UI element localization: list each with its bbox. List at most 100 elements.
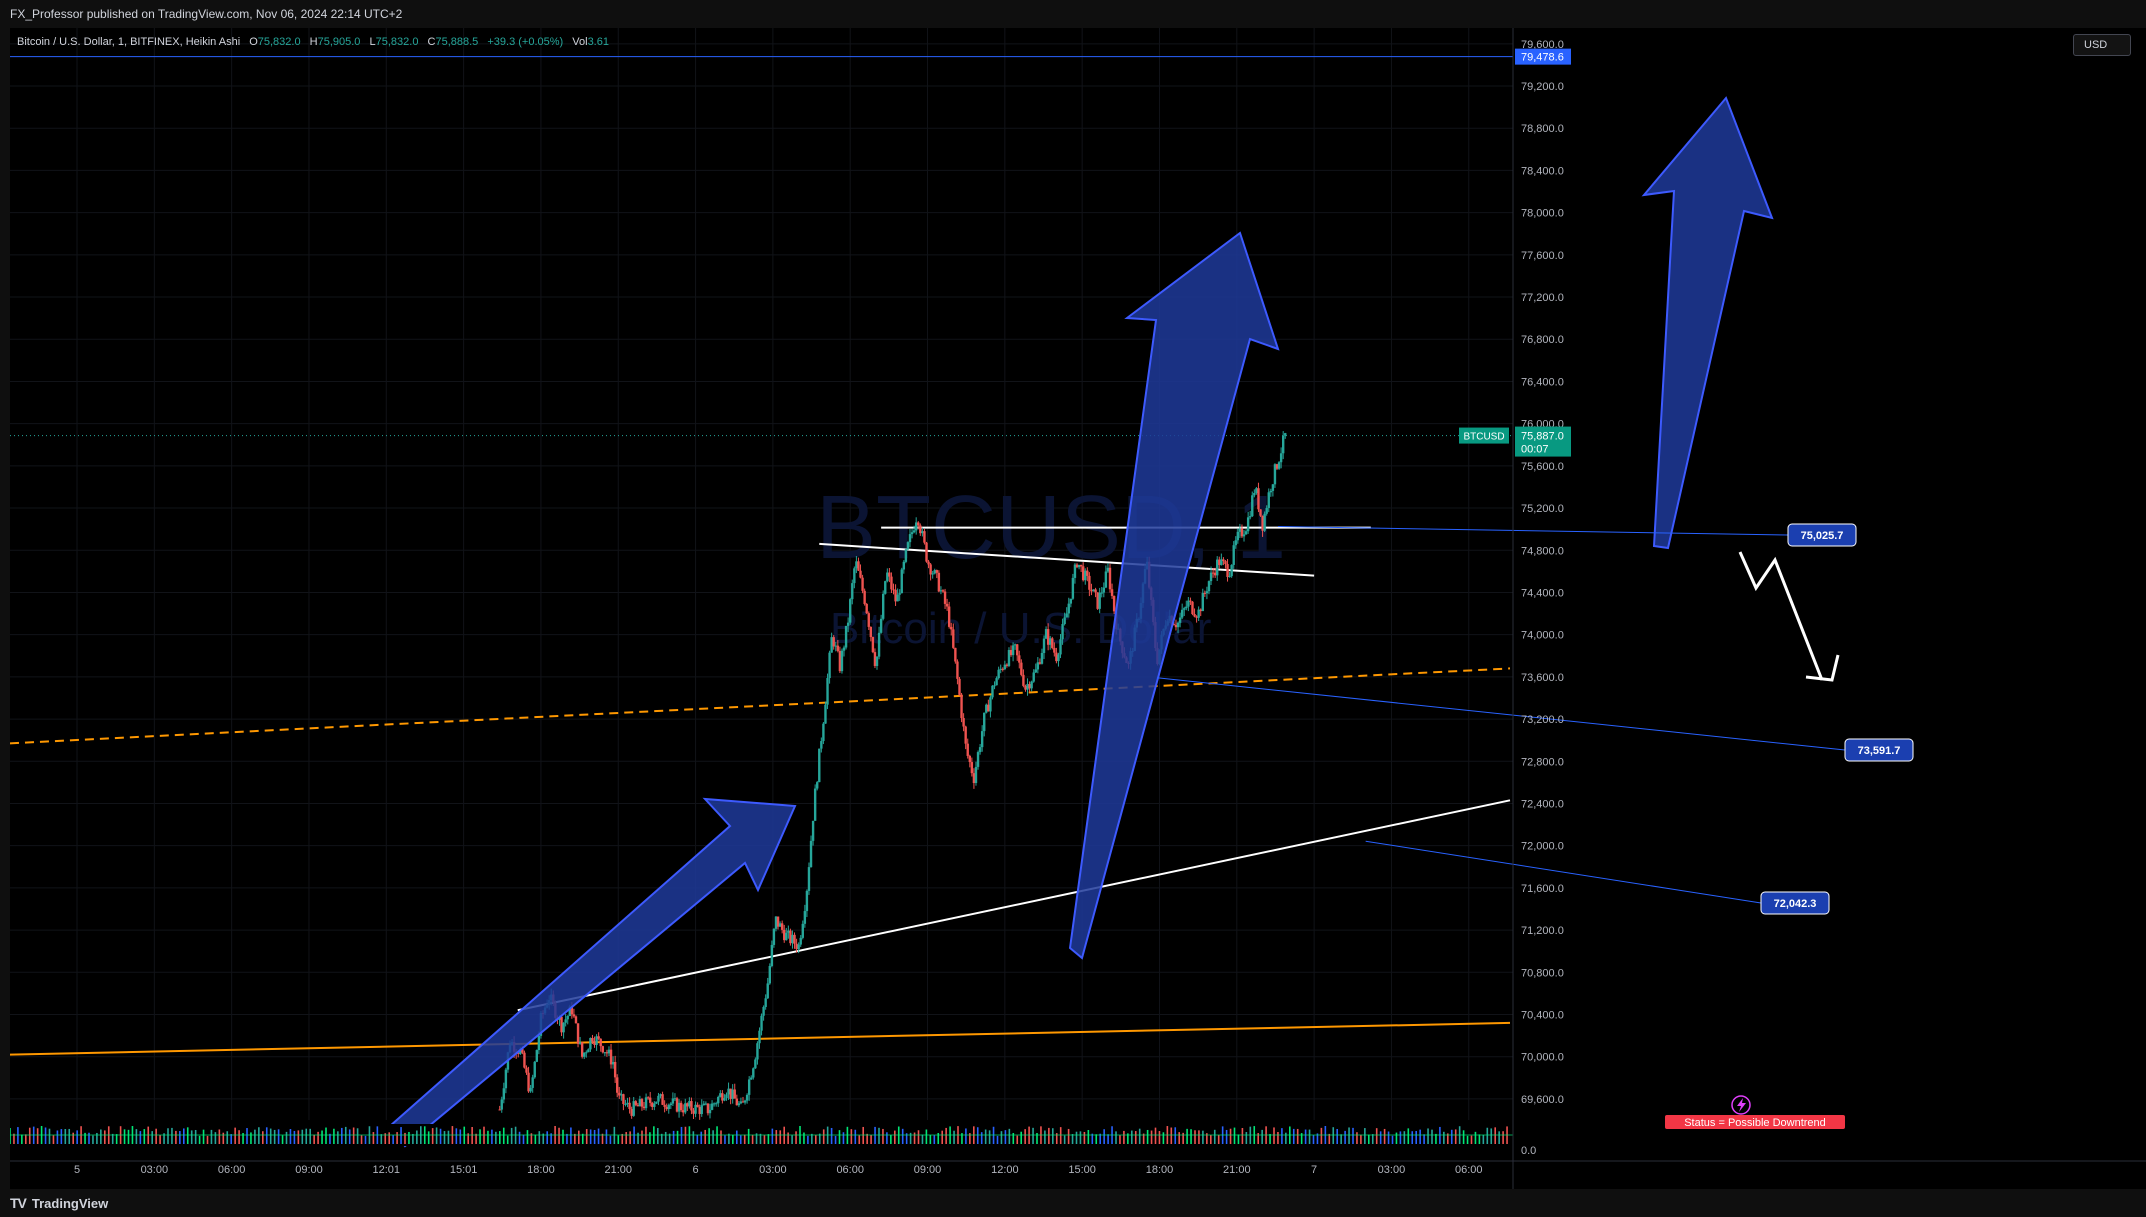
price-labels[interactable]: 75,025.7 73,591.7 72,042.3 — [1156, 523, 1914, 915]
time-tick-label: 09:00 — [295, 1164, 323, 1176]
price-chart[interactable]: BTCUSD, 1 Bitcoin / U.S. Dollar 75,025.7… — [10, 28, 2146, 1189]
price-tick-label: 72,800.0 — [1521, 756, 1564, 768]
candle-body — [1036, 662, 1040, 670]
blue-arrow-right[interactable] — [1641, 96, 1774, 550]
candle-body — [754, 1059, 757, 1069]
candle-body — [1240, 528, 1244, 537]
trendline[interactable] — [10, 667, 1511, 745]
candle-body — [1205, 591, 1209, 594]
candle-body — [941, 590, 945, 592]
candle-body — [665, 1106, 668, 1110]
lightning-icon[interactable] — [1731, 1095, 1751, 1115]
candle-body — [649, 1097, 652, 1103]
candle-body — [894, 589, 897, 602]
drawn-arrows[interactable] — [388, 96, 1840, 1148]
tradingview-logo[interactable]: TV TradingView — [10, 1195, 108, 1211]
candle-body — [616, 1077, 619, 1093]
candle-body — [859, 570, 862, 578]
candle-body — [1207, 581, 1211, 592]
candle-body — [1110, 589, 1114, 596]
candle-body — [1088, 575, 1091, 590]
candle-body — [826, 678, 829, 705]
candle-body — [562, 1022, 565, 1033]
candle-body — [607, 1049, 611, 1054]
candle-body — [772, 928, 776, 945]
candle-body — [673, 1098, 677, 1100]
candle-body — [865, 603, 868, 614]
time-tick-label: 21:00 — [1223, 1164, 1251, 1176]
candle-body — [717, 1096, 720, 1104]
price-tick-label: 73,600.0 — [1521, 672, 1564, 684]
candle-body — [836, 645, 840, 651]
candle-body — [1063, 617, 1066, 625]
time-tick-label: 09:00 — [914, 1164, 942, 1176]
price-tick-label: 78,000.0 — [1521, 208, 1564, 220]
candle-body — [657, 1095, 660, 1102]
candle-body — [613, 1061, 617, 1078]
trendline[interactable] — [517, 799, 1511, 1012]
candle-body — [997, 669, 1000, 679]
candle-body — [519, 1048, 522, 1054]
candle-body — [1199, 609, 1202, 612]
candle-body — [531, 1077, 534, 1088]
price-scale[interactable]: 69,600.0 70,000.0 70,400.0 70,800.0 71,200.0… — [1512, 28, 1564, 1189]
candle-body — [595, 1036, 598, 1045]
candle-body — [733, 1089, 736, 1099]
legend-c-value: 75,888.5 — [435, 36, 478, 48]
candle-body — [626, 1102, 629, 1104]
time-scale[interactable]: 5 03:00 06:00 09:00 12:01 15:01 18:00 21:00 6 03:… — [10, 1160, 2146, 1176]
candle-body — [702, 1103, 706, 1106]
candle-body — [576, 1023, 580, 1044]
candle-body — [599, 1038, 602, 1047]
candle-body — [723, 1098, 726, 1101]
current-price-badge — [1515, 426, 1571, 457]
candle-body — [750, 1077, 753, 1080]
candle-body — [1176, 622, 1180, 628]
time-tick-label: 03:00 — [1378, 1164, 1406, 1176]
price-label-box[interactable] — [1760, 891, 1830, 915]
brand-text: TradingView — [31, 1196, 109, 1211]
candle-body — [1263, 513, 1266, 531]
symbol-label: BTCUSD — [1463, 432, 1504, 443]
candle-body — [1040, 653, 1044, 664]
published-text: FX_Professor published on TradingView.co… — [10, 7, 403, 21]
candle-body — [1242, 534, 1246, 537]
price-label-box[interactable] — [1844, 738, 1914, 762]
candle-body — [527, 1072, 530, 1092]
candle-body — [925, 542, 928, 562]
candle-body — [943, 591, 947, 604]
candle-body — [1108, 567, 1112, 590]
blue-arrow-middle[interactable] — [1068, 231, 1280, 960]
candle-body — [502, 1088, 506, 1100]
candle-body — [630, 1109, 633, 1116]
candle-body — [498, 1109, 501, 1111]
candle-body — [735, 1098, 739, 1106]
price-label-box[interactable] — [1787, 523, 1857, 547]
candle-body — [1226, 564, 1229, 577]
candle-body — [1069, 598, 1073, 604]
candle-body — [813, 788, 817, 821]
white-zigzag-arrow[interactable] — [1738, 551, 1824, 681]
candle-body — [624, 1103, 627, 1105]
candle-body — [1075, 564, 1079, 568]
candle-body — [523, 1052, 526, 1068]
candle-body — [570, 1006, 574, 1015]
blue-arrow-left[interactable] — [388, 797, 797, 1148]
candle-body — [704, 1103, 708, 1105]
candle-body — [993, 685, 996, 687]
candle-body — [793, 934, 796, 944]
candle-body — [727, 1088, 730, 1095]
candle-body — [1026, 684, 1029, 690]
candle-body — [583, 1052, 586, 1057]
candle-body — [933, 570, 936, 574]
currency-button[interactable]: USD — [2073, 34, 2131, 56]
candle-body — [741, 1101, 745, 1103]
candle-body — [729, 1088, 732, 1099]
candle-body — [1251, 495, 1254, 517]
candle-body — [603, 1052, 607, 1054]
candle-body — [698, 1106, 701, 1115]
candle-body — [980, 731, 984, 748]
candle-body — [1249, 516, 1252, 518]
candle-body — [1104, 571, 1108, 588]
candle-body — [653, 1103, 656, 1107]
